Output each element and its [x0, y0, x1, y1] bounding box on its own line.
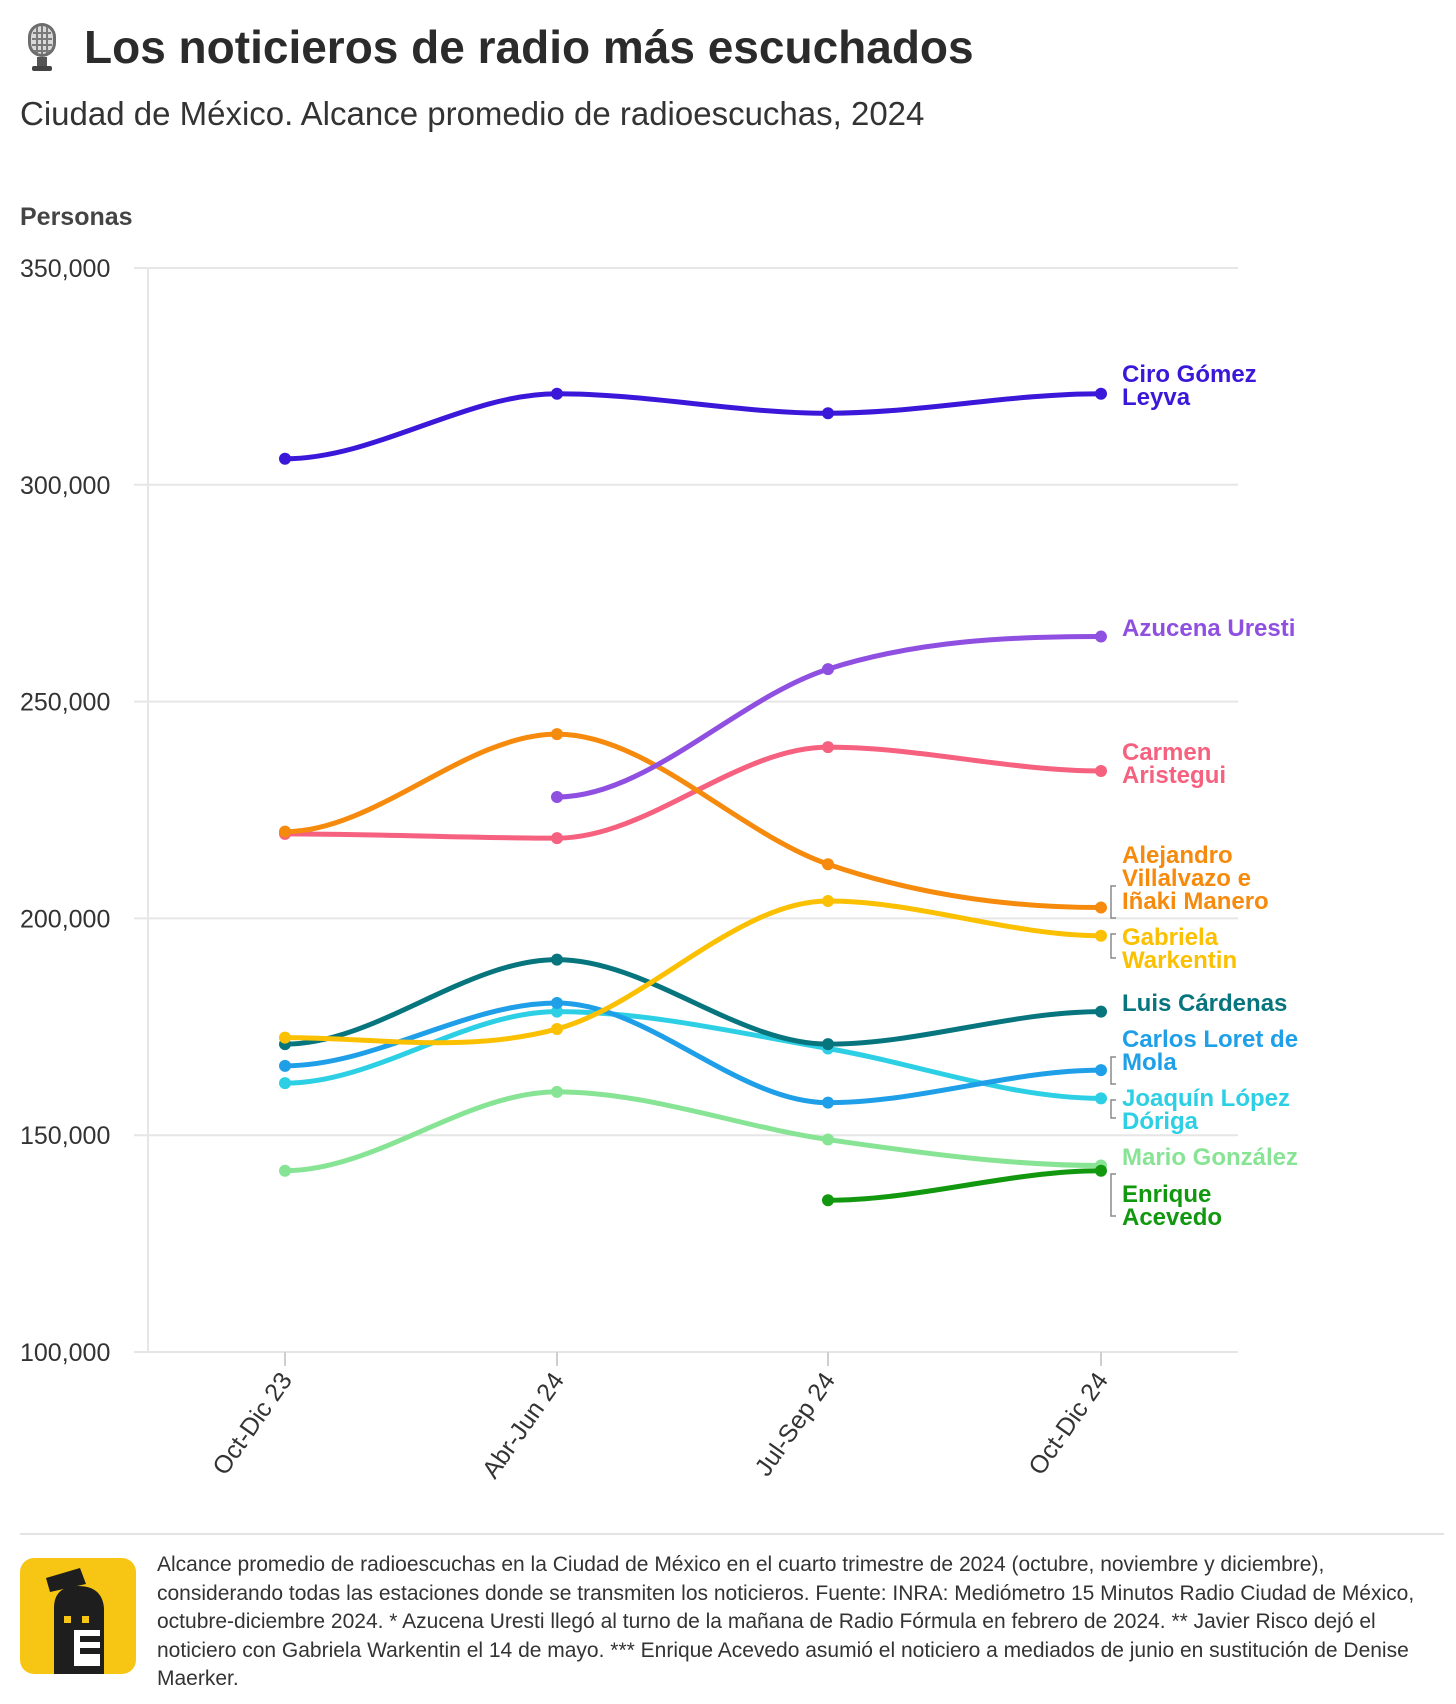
data-point: [822, 1194, 834, 1207]
y-tick-label: 200,000: [20, 905, 110, 933]
data-point: [822, 741, 834, 754]
x-tick-label: Oct-Dic 23: [207, 1367, 298, 1480]
series-line: [282, 744, 1104, 841]
series-label: Alejandro Villalvazo e Iñaki Manero: [1122, 842, 1269, 915]
series-label-line: Enrique: [1122, 1181, 1211, 1208]
x-tick-label: Jul-Sep 24: [749, 1367, 841, 1481]
series-label: Ciro Gómez Leyva: [1122, 361, 1257, 411]
data-point: [822, 1038, 834, 1051]
label-bracket: [1110, 1099, 1116, 1119]
series-label-line: Gabriela: [1122, 924, 1219, 951]
series-line: [282, 1000, 1104, 1106]
line-chart: 100,000 150,000 200,000 250,000 300,000 350,0…: [20, 255, 1298, 1484]
series-label-line: Carlos Loret de: [1122, 1026, 1298, 1053]
series-line: [554, 634, 1104, 800]
series-label: Carmen Aristegui: [1122, 739, 1226, 789]
data-point: [822, 858, 834, 871]
microphone-icon: [28, 23, 56, 71]
series-label-line: Mola: [1122, 1049, 1177, 1076]
y-tick-label: 350,000: [20, 255, 110, 283]
data-point: [822, 407, 834, 420]
data-point: [551, 387, 563, 400]
y-tick-label: 300,000: [20, 472, 110, 500]
y-tick-label: 250,000: [20, 689, 110, 717]
data-point: [1095, 387, 1107, 400]
data-point: [279, 1164, 291, 1177]
data-point: [1095, 901, 1107, 914]
label-bracket: [1110, 1173, 1116, 1217]
series-label: Mario González: [1122, 1144, 1298, 1171]
series-label-line: Mario González: [1122, 1144, 1298, 1171]
series-label-line: Villalvazo e: [1122, 865, 1251, 892]
series-label: Enrique Acevedo: [1122, 1181, 1222, 1231]
series-label-line: Aristegui: [1122, 762, 1226, 789]
data-point: [1095, 764, 1107, 777]
chart-title: Los noticieros de radio más escuchados: [20, 20, 974, 74]
series-line: [282, 957, 1104, 1047]
data-point: [551, 1005, 563, 1018]
footnote: Alcance promedio de radioescuchas en la …: [157, 1553, 1415, 1690]
data-point: [551, 728, 563, 741]
series-label: Azucena Uresti: [1122, 615, 1295, 642]
data-point: [822, 895, 834, 908]
x-tick-label: Oct-Dic 24: [1023, 1367, 1114, 1480]
data-point: [551, 832, 563, 845]
series-label-line: Leyva: [1122, 384, 1191, 411]
data-point: [279, 825, 291, 838]
title-text: Los noticieros de radio más escuchados: [84, 21, 974, 73]
series-label: Gabriela Warkentin: [1122, 924, 1237, 974]
series-line: [282, 731, 1104, 911]
series-label-line: Ciro Gómez: [1122, 361, 1257, 388]
data-point: [551, 1085, 563, 1098]
x-tick-label: Abr-Jun 24: [477, 1367, 570, 1483]
data-point: [822, 663, 834, 676]
data-point: [1095, 1005, 1107, 1018]
series-label-line: Carmen: [1122, 739, 1211, 766]
series-label: Joaquín López Dóriga: [1122, 1085, 1290, 1135]
data-point: [279, 1077, 291, 1090]
series-line: [282, 391, 1104, 462]
data-point: [279, 1031, 291, 1044]
series-label: Luis Cárdenas: [1122, 990, 1287, 1017]
data-point: [1095, 1064, 1107, 1077]
data-point: [1095, 630, 1107, 643]
series-label-line: Iñaki Manero: [1122, 888, 1269, 915]
data-point: [551, 996, 563, 1009]
publisher-logo-icon: [20, 1558, 136, 1674]
label-bracket: [1110, 933, 1116, 959]
label-bracket: [1110, 885, 1116, 919]
series-label-line: Joaquín López: [1122, 1085, 1290, 1112]
series-label-line: Azucena Uresti: [1122, 615, 1295, 642]
chart-subtitle: Ciudad de México. Alcance promedio de ra…: [20, 95, 925, 132]
footer-divider: [20, 1533, 1444, 1535]
series-line: [825, 1168, 1104, 1203]
series-label-line: Alejandro: [1122, 842, 1233, 869]
series-label-line: Dóriga: [1122, 1108, 1199, 1135]
y-tick-label: 100,000: [20, 1339, 110, 1367]
series-line: [282, 1089, 1104, 1174]
data-point: [551, 1022, 563, 1035]
series-label: Carlos Loret de Mola: [1122, 1026, 1298, 1076]
data-point: [1095, 1164, 1107, 1177]
data-point: [279, 452, 291, 465]
data-point: [551, 953, 563, 966]
series-label-line: Warkentin: [1122, 947, 1237, 974]
data-point: [1095, 929, 1107, 942]
series-line: [282, 898, 1104, 1046]
data-point: [822, 1133, 834, 1146]
data-point: [1095, 1092, 1107, 1105]
y-tick-label: 150,000: [20, 1122, 110, 1150]
y-axis-title: Personas: [20, 203, 133, 231]
data-point: [279, 1059, 291, 1072]
series-label-line: Acevedo: [1122, 1204, 1222, 1231]
label-bracket: [1110, 1056, 1116, 1085]
series-line: [282, 1009, 1104, 1101]
data-point: [822, 1096, 834, 1109]
series-label-line: Luis Cárdenas: [1122, 990, 1287, 1017]
data-point: [551, 790, 563, 803]
